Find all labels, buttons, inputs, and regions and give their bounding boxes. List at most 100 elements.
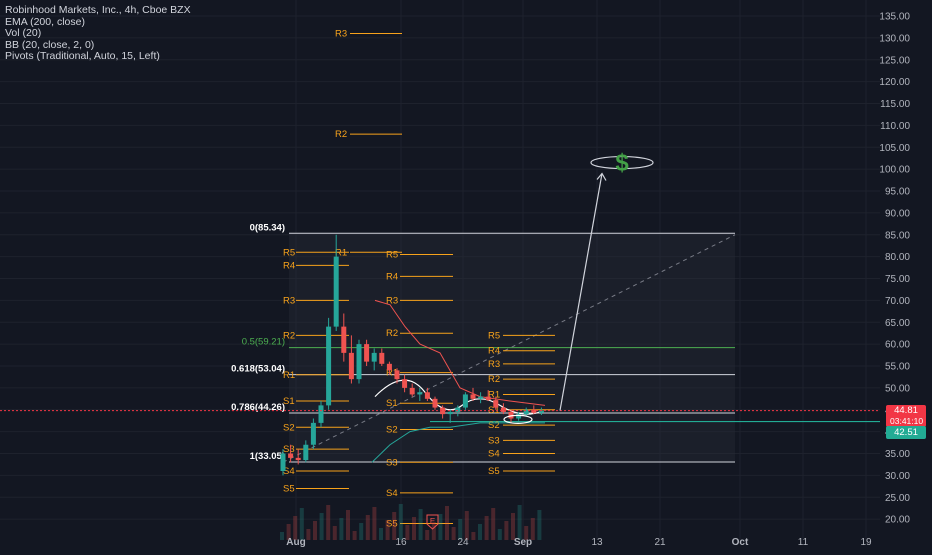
volume-bar bbox=[537, 510, 542, 540]
y-axis-tick-label: 75.00 bbox=[885, 274, 910, 285]
volume-bar bbox=[332, 526, 337, 540]
pivot-label: R1 bbox=[283, 370, 295, 381]
y-axis-tick-label: 25.00 bbox=[885, 493, 910, 504]
fib-level-label: 0(85.34) bbox=[250, 222, 285, 233]
volume-bar bbox=[497, 529, 502, 540]
y-axis-tick-label: 110.00 bbox=[880, 121, 910, 132]
x-axis-tick-label: 11 bbox=[798, 537, 809, 548]
volume-bar bbox=[425, 530, 430, 540]
legend: Robinhood Markets, Inc., 4h, Cboe BZX EM… bbox=[5, 4, 191, 63]
pivot-label: S5 bbox=[386, 519, 398, 530]
volume-bar bbox=[412, 517, 416, 540]
legend-bb[interactable]: BB (20, close, 2, 0) bbox=[5, 38, 95, 51]
x-axis-tick-label: Aug bbox=[286, 537, 305, 548]
x-axis-tick-label: 19 bbox=[860, 537, 872, 548]
legend-ema[interactable]: EMA (200, close) bbox=[5, 15, 85, 28]
candle-body bbox=[538, 410, 544, 413]
price-ellipse bbox=[503, 414, 533, 424]
candle-body bbox=[523, 409, 529, 415]
pivot-label: S4 bbox=[386, 488, 398, 499]
pivot-label: S3 bbox=[283, 444, 295, 455]
pivot-label: R4 bbox=[283, 260, 295, 271]
volume-bar bbox=[326, 505, 331, 540]
y-axis-tick-label: 120.00 bbox=[879, 77, 910, 88]
pivot-label: S3 bbox=[488, 435, 500, 446]
candle-body bbox=[508, 411, 514, 419]
volume-bar bbox=[517, 505, 522, 540]
candle-body bbox=[424, 392, 430, 399]
pivot-label: R5 bbox=[386, 249, 398, 260]
legend-vol[interactable]: Vol (20) bbox=[5, 27, 42, 40]
volume-bar bbox=[464, 511, 469, 540]
pivot-label: R1 bbox=[488, 389, 500, 400]
volume-bar bbox=[339, 518, 344, 540]
pivot-label: R5 bbox=[283, 247, 295, 258]
volume-bar bbox=[313, 521, 317, 540]
pivot-label: S3 bbox=[386, 457, 398, 468]
fib-level-label: 0.786(44.26) bbox=[231, 402, 285, 413]
candle-body bbox=[432, 398, 438, 408]
y-axis-tick-label: 70.00 bbox=[885, 296, 910, 307]
volume-bar bbox=[359, 523, 364, 540]
x-axis-tick-label: 24 bbox=[457, 537, 469, 548]
candle-body bbox=[485, 396, 491, 401]
target-ellipse bbox=[590, 155, 654, 170]
dollar-sign: $ bbox=[615, 150, 629, 177]
candle-body bbox=[478, 396, 484, 399]
candle-body bbox=[379, 352, 385, 364]
pivot-label: S2 bbox=[488, 420, 500, 431]
y-axis-tick-label: 20.00 bbox=[885, 515, 910, 526]
pivot-label: R3 bbox=[283, 295, 295, 306]
y-axis-tick-label: 135.00 bbox=[879, 12, 910, 23]
pivot-label: R3 bbox=[488, 359, 500, 370]
candle-body bbox=[371, 352, 377, 362]
pivot-label: R3 bbox=[386, 295, 398, 306]
fib-level-label: 0.618(53.04) bbox=[231, 364, 285, 375]
y-axis-tick-label: 55.00 bbox=[885, 362, 910, 373]
bb-upper bbox=[374, 299, 546, 406]
candle-body bbox=[310, 422, 316, 445]
volume-bar bbox=[451, 527, 456, 540]
volume-bar bbox=[379, 528, 383, 540]
y-axis-tick-label: 115.00 bbox=[880, 99, 910, 110]
legend-symbol[interactable]: Robinhood Markets, Inc., 4h, Cboe BZX bbox=[5, 4, 191, 16]
x-axis-tick-label: Sep bbox=[514, 537, 532, 548]
pivot-label: R2 bbox=[283, 330, 295, 341]
volume-bar bbox=[504, 521, 509, 540]
last-price-value: 44.81 bbox=[894, 405, 918, 416]
candle-body bbox=[470, 394, 476, 399]
candle-body bbox=[462, 394, 468, 408]
volume-bar bbox=[306, 529, 311, 540]
y-axis-tick-label: 80.00 bbox=[885, 252, 910, 263]
y-axis-tick-label: 35.00 bbox=[885, 449, 910, 460]
volume-bar bbox=[286, 524, 291, 540]
candle-body bbox=[295, 457, 301, 461]
y-axis-tick-label: 130.00 bbox=[879, 33, 910, 44]
candle-body bbox=[409, 387, 415, 395]
pivot-label: R4 bbox=[488, 346, 500, 357]
legend-pivots[interactable]: Pivots (Traditional, Auto, 15, Left) bbox=[5, 50, 160, 63]
volume-bar bbox=[491, 508, 496, 540]
volume-bar bbox=[438, 514, 443, 540]
candle-body bbox=[386, 363, 392, 371]
volume-bar bbox=[280, 532, 284, 540]
volume-bar bbox=[445, 506, 449, 540]
candle-body bbox=[394, 370, 400, 380]
pivot-label: S5 bbox=[283, 484, 295, 495]
y-axis-tick-label: 60.00 bbox=[885, 340, 910, 351]
volume-bar bbox=[405, 525, 410, 540]
countdown-value: 03:41:10 bbox=[890, 416, 924, 426]
candle-body bbox=[318, 405, 324, 423]
pivot-label: R2 bbox=[386, 328, 398, 339]
candle-body bbox=[348, 352, 354, 380]
candle-body bbox=[341, 326, 347, 353]
candle-body bbox=[493, 400, 499, 408]
volume-bar bbox=[352, 531, 357, 540]
volume-bar bbox=[346, 510, 350, 540]
candle-body bbox=[303, 444, 309, 461]
ema-price-badge: 42.51 bbox=[886, 426, 926, 439]
volume-bar bbox=[484, 516, 489, 540]
volume-bar bbox=[530, 518, 535, 540]
